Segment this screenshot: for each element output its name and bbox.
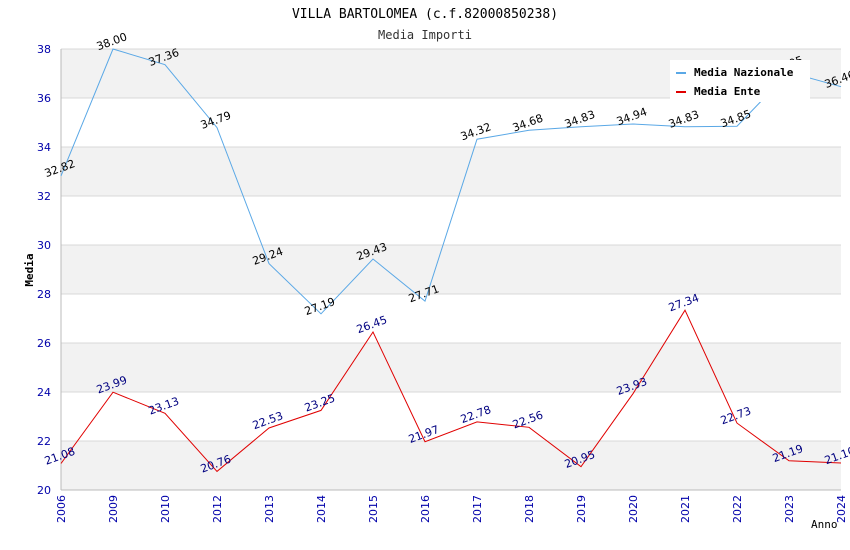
y-ticks: 20 22 24 26 28 30 32 34 36 38 bbox=[37, 43, 51, 497]
x-tick-label: 2017 bbox=[471, 495, 484, 523]
x-tick-label: 2018 bbox=[523, 495, 536, 523]
grid-band bbox=[61, 294, 841, 343]
y-tick-label: 20 bbox=[37, 484, 51, 497]
x-tick-label: 2021 bbox=[679, 495, 692, 523]
grid-band bbox=[61, 245, 841, 294]
grid-band bbox=[61, 98, 841, 147]
chart-title: VILLA BARTOLOMEA (c.f.82000850238) bbox=[292, 7, 558, 22]
x-ticks: 2006 2009 2010 2012 2013 2014 2015 2016 2017 2018… bbox=[55, 495, 848, 523]
grid-band bbox=[61, 392, 841, 441]
x-tick-label: 2015 bbox=[367, 495, 380, 523]
y-tick-label: 22 bbox=[37, 435, 51, 448]
x-tick-label: 2010 bbox=[159, 495, 172, 523]
y-tick-label: 38 bbox=[37, 43, 51, 56]
x-tick-label: 2012 bbox=[211, 495, 224, 523]
y-tick-label: 28 bbox=[37, 288, 51, 301]
axes bbox=[60, 49, 841, 491]
x-axis-title: Anno bbox=[811, 518, 838, 531]
series-line bbox=[60, 48, 842, 315]
x-tick-label: 2024 bbox=[835, 495, 848, 523]
x-tick-label: 2020 bbox=[627, 495, 640, 523]
grid-bands bbox=[61, 49, 841, 490]
y-tick-label: 34 bbox=[37, 141, 51, 154]
series-line bbox=[60, 309, 842, 473]
x-tick-label: 2014 bbox=[315, 495, 328, 523]
y-tick-label: 36 bbox=[37, 92, 51, 105]
grid-band bbox=[61, 147, 841, 196]
y-tick-label: 24 bbox=[37, 386, 51, 399]
x-tick-label: 2016 bbox=[419, 495, 432, 523]
x-tick-label: 2013 bbox=[263, 495, 276, 523]
y-tick-label: 32 bbox=[37, 190, 51, 203]
y-tick-label: 26 bbox=[37, 337, 51, 350]
y-tick-label: 30 bbox=[37, 239, 51, 252]
x-tick-label: 2006 bbox=[55, 495, 68, 523]
x-tick-label: 2009 bbox=[107, 495, 120, 523]
legend-label-media-ente: Media Ente bbox=[694, 85, 761, 98]
y-axis-title: Media bbox=[23, 253, 36, 286]
grid-band bbox=[61, 343, 841, 392]
legend-label-media-nazionale: Media Nazionale bbox=[694, 66, 794, 79]
legend-box bbox=[670, 60, 810, 102]
legend: Media Nazionale Media Ente bbox=[670, 60, 810, 102]
x-tick-label: 2022 bbox=[731, 495, 744, 523]
grid-band bbox=[61, 441, 841, 490]
chart-subtitle: Media Importi bbox=[378, 28, 472, 42]
x-tick-label: 2019 bbox=[575, 495, 588, 523]
x-tick-label: 2023 bbox=[783, 495, 796, 523]
grid-lines bbox=[61, 48, 841, 491]
